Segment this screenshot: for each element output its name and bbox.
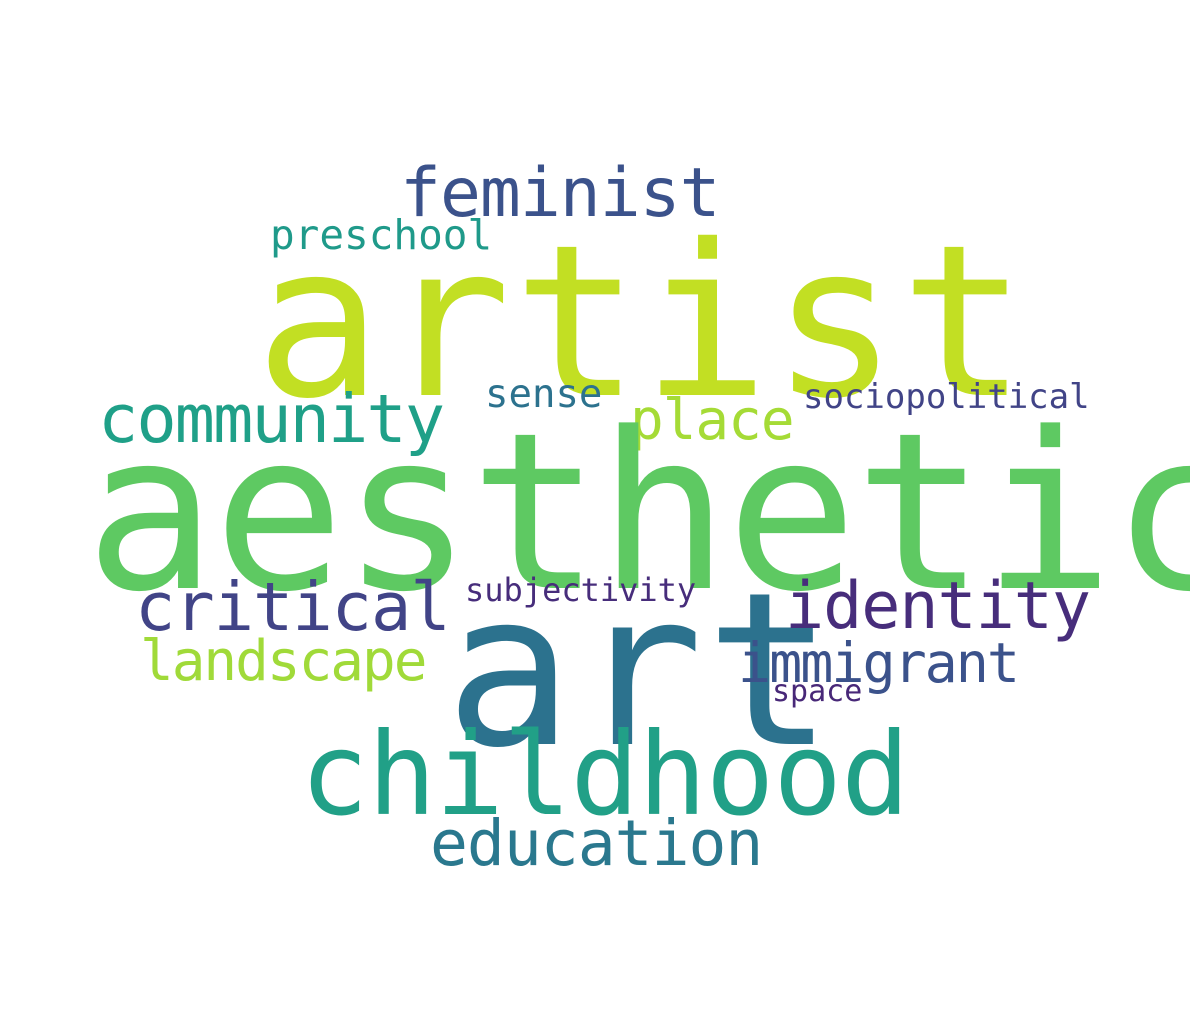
word-sociopolitical: sociopolitical — [803, 377, 1090, 417]
word-community: community — [98, 380, 445, 458]
word-critical: critical — [135, 568, 451, 646]
word-preschool: preschool — [270, 211, 493, 259]
word-childhood: childhood — [300, 708, 910, 841]
word-landscape: landscape — [140, 629, 427, 694]
word-education: education — [430, 807, 763, 880]
word-artist: artist — [255, 199, 1030, 445]
word-space: space — [772, 674, 863, 709]
word-art: art — [445, 547, 836, 795]
word-aesthetic: aesthetic — [85, 387, 1190, 640]
word-feminist: feminist — [400, 154, 721, 233]
word-subjectivity: subjectivity — [465, 571, 697, 609]
word-immigrant: immigrant — [738, 631, 1020, 695]
word-sense: sense — [485, 372, 603, 417]
word-place: place — [630, 388, 795, 453]
word-identity: identity — [785, 569, 1091, 644]
